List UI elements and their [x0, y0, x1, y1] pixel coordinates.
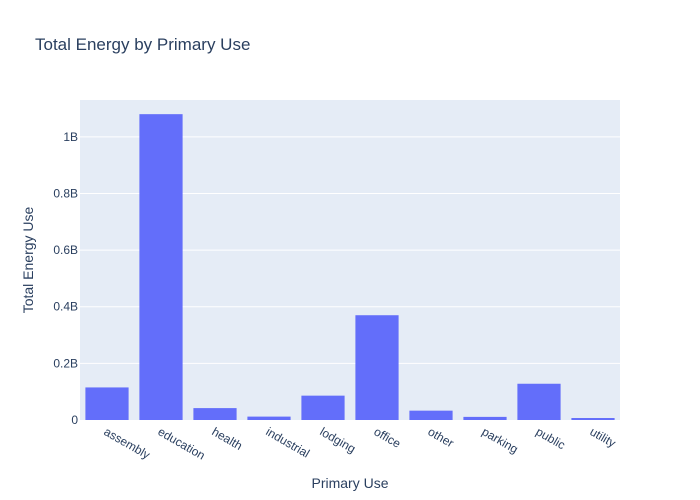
x-tick-label-lodging: lodging [318, 424, 359, 455]
bar-education [139, 114, 183, 420]
y-tick-label: 0 [71, 413, 78, 427]
y-axis-ticks: 0 0.2B 0.4B 0.6B 0.8B 1B [53, 130, 78, 427]
bar-public [517, 383, 561, 420]
bar-industrial [247, 416, 291, 420]
bar-assembly [85, 387, 129, 420]
x-tick-label-office: office [372, 424, 404, 451]
x-axis-ticks: assembly education health industrial lodging… [102, 424, 619, 462]
bar-other [409, 410, 453, 420]
x-tick-label-industrial: industrial [264, 424, 313, 460]
chart-title: Total Energy by Primary Use [35, 35, 250, 54]
y-tick-label: 0.6B [53, 243, 78, 257]
x-tick-label-education: education [156, 424, 208, 462]
bar-utility [571, 418, 615, 420]
x-tick-label-assembly: assembly [102, 424, 153, 461]
y-tick-label: 0.4B [53, 300, 78, 314]
bar-health [193, 408, 237, 420]
y-tick-label: 1B [63, 130, 78, 144]
bars [85, 114, 615, 420]
x-tick-label-public: public [534, 424, 568, 452]
x-tick-label-utility: utility [588, 424, 619, 450]
y-axis-title: Total Energy Use [20, 206, 36, 313]
y-tick-label: 0.2B [53, 356, 78, 370]
x-tick-label-health: health [210, 424, 245, 452]
bar-parking [463, 416, 507, 420]
x-tick-label-parking: parking [480, 424, 521, 456]
bar-lodging [301, 395, 345, 420]
y-tick-label: 0.8B [53, 186, 78, 200]
x-tick-label-other: other [426, 424, 457, 450]
bar-office [355, 315, 399, 420]
x-axis-title: Primary Use [311, 475, 388, 491]
